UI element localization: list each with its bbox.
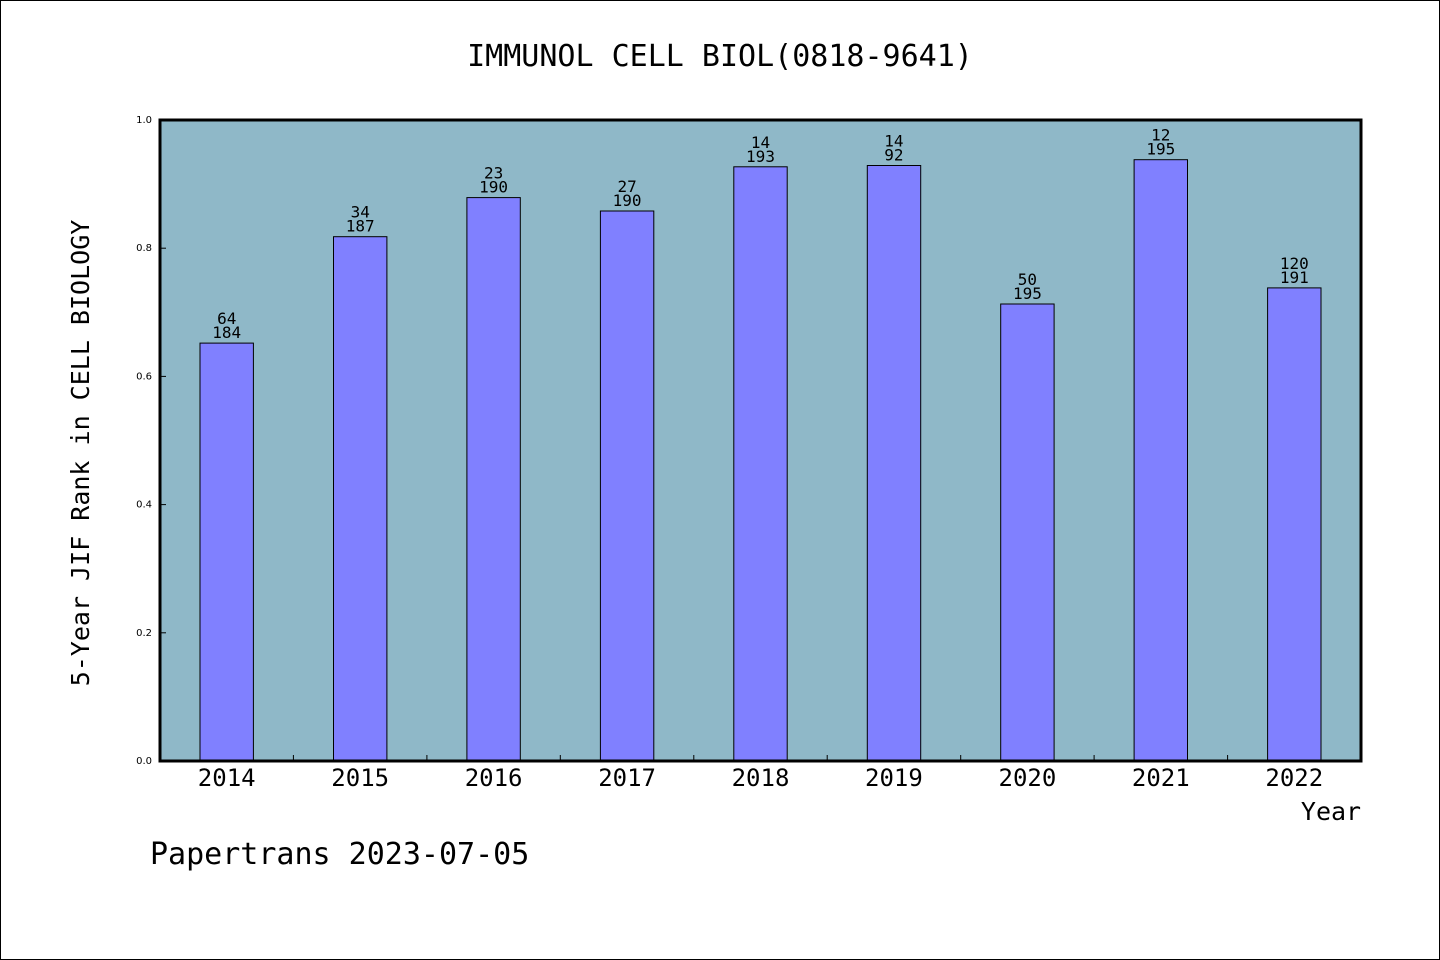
total-label-2019: 92	[884, 146, 903, 165]
rank-label-2015: 34	[351, 203, 370, 222]
y-tick-label-1.0: 1.0	[136, 115, 152, 126]
total-label-2016: 190	[479, 178, 508, 197]
y-tick-label-0.4: 0.4	[136, 500, 152, 511]
x-tick-label-2019: 2019	[865, 764, 923, 792]
x-axis-ticks: 2014 2015 2016 2017 2018 2019 2020 2021 2022	[198, 755, 1323, 792]
rank-label-2016: 23	[484, 164, 503, 183]
x-tick-label-2021: 2021	[1132, 764, 1190, 792]
total-label-2017: 190	[613, 191, 642, 210]
x-tick-label-2018: 2018	[732, 764, 790, 792]
bar-2021	[1133, 159, 1188, 762]
bar-2014	[199, 342, 254, 762]
bar-2017	[599, 210, 655, 762]
rank-label-2021: 12	[1151, 126, 1170, 145]
x-axis-label: Year	[1301, 797, 1361, 826]
total-label-2020: 195	[1013, 284, 1042, 303]
x-tick-label-2015: 2015	[331, 764, 389, 792]
x-tick-label-2014: 2014	[198, 764, 256, 792]
x-tick-label-2017: 2017	[598, 764, 656, 792]
rank-label-2019: 14	[884, 132, 903, 151]
total-label-2015: 187	[346, 217, 375, 236]
rank-label-2018: 14	[751, 133, 770, 152]
plot-border	[158, 118, 1363, 763]
rank-label-2022: 120	[1280, 254, 1309, 273]
x-tick-label-2016: 2016	[465, 764, 523, 792]
total-label-2022: 191	[1280, 268, 1309, 287]
footer-watermark: Papertrans 2023-07-05	[150, 837, 529, 872]
rank-label-2014: 64	[217, 309, 236, 328]
x-tick-label-2022: 2022	[1265, 764, 1323, 792]
bar-2018	[733, 166, 788, 762]
y-axis-label: 5-Year JIF Rank in CELL BIOLOGY	[66, 220, 95, 687]
rank-label-2017: 27	[617, 177, 636, 196]
bar-2022	[1267, 287, 1322, 762]
x-tick-label-2020: 2020	[999, 764, 1057, 792]
bars-group	[199, 159, 1322, 762]
bar-2016	[466, 197, 521, 762]
total-label-2014: 184	[212, 323, 241, 342]
bar-2020	[1000, 303, 1055, 762]
rank-label-2020: 50	[1018, 270, 1037, 289]
total-label-2021: 195	[1146, 140, 1175, 159]
chart-title: IMMUNOL CELL BIOL(0818-9641)	[467, 39, 973, 74]
y-tick-label-0.2: 0.2	[136, 628, 152, 639]
y-tick-label-0.0: 0.0	[136, 756, 152, 767]
y-tick-label-0.8: 0.8	[136, 243, 152, 254]
total-label-2018: 193	[746, 147, 775, 166]
y-tick-label-0.6: 0.6	[136, 371, 152, 382]
bar-2015	[333, 236, 388, 762]
y-axis-ticks: 0.0 0.2 0.4 0.6 0.8 1.0	[136, 115, 166, 767]
bar-2019	[866, 165, 922, 762]
